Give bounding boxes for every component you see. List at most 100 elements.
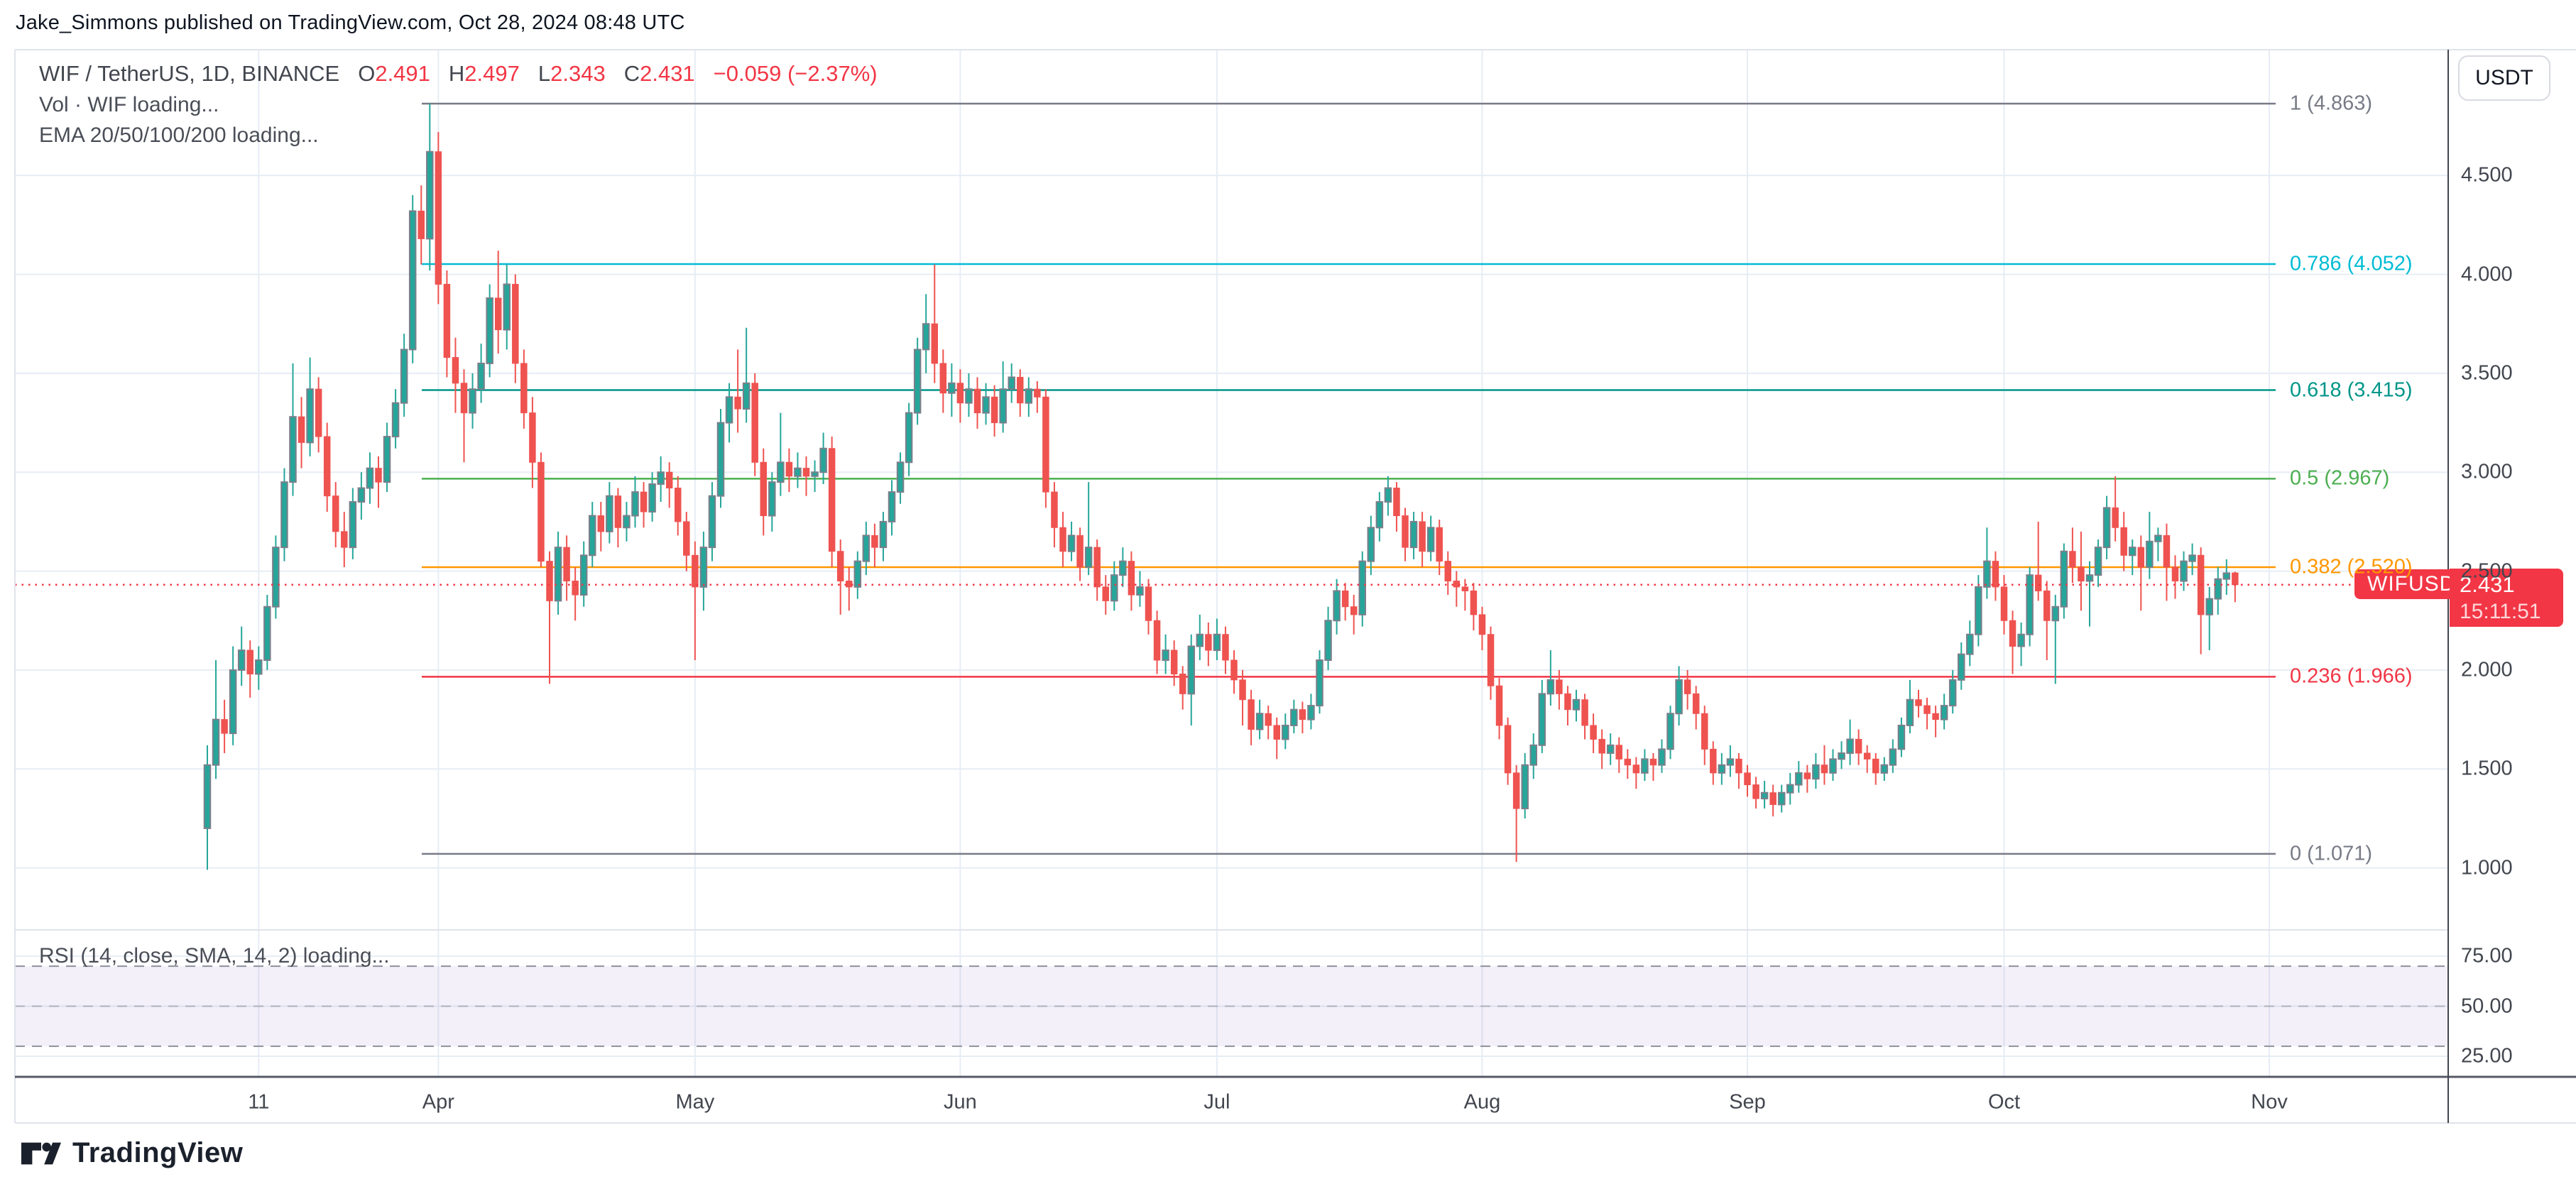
candle-body-down <box>1034 388 1041 398</box>
candle-body-up <box>725 396 733 424</box>
candle-body-down <box>417 210 425 239</box>
candle-body-up <box>1777 791 1786 806</box>
candle-body-down <box>1590 725 1597 740</box>
candle-body-down <box>323 436 331 497</box>
fib-level-label: 0.382 (2.520) <box>2290 555 2413 579</box>
candle-body-down <box>315 388 322 437</box>
legend-symbol-row[interactable]: WIF / TetherUS, 1D, BINANCE O2.491 H2.49… <box>39 61 878 87</box>
candle-body-down <box>1350 606 1358 615</box>
candle-body-up <box>469 388 476 414</box>
symbol-title[interactable]: WIF / TetherUS, 1D, BINANCE <box>39 61 340 86</box>
candle-body-up <box>2222 572 2231 580</box>
candle-body-up <box>391 402 400 438</box>
candle-body-down <box>452 357 459 384</box>
candle-body-up <box>1025 388 1033 404</box>
candle-body-down <box>2163 535 2171 568</box>
candle-body-up <box>1426 527 1435 552</box>
last-price-axis-tag[interactable]: 2.431 15:11:51 <box>2450 569 2563 627</box>
candle-body-down <box>246 650 253 674</box>
candle-body-up <box>2060 550 2068 608</box>
candle-body-up <box>237 650 246 671</box>
candle-body-down <box>1821 765 1828 774</box>
candle-body-down <box>1701 713 1708 750</box>
candle-body-down <box>341 531 348 548</box>
candle-body-up <box>1136 586 1144 596</box>
ohlc-high: H2.497 <box>448 61 520 86</box>
candle-body-down <box>529 412 536 463</box>
candle-body-up <box>657 471 665 485</box>
candle-body-up <box>768 481 776 517</box>
candle-body-up <box>2051 606 2060 622</box>
candle-body-down <box>2137 547 2145 568</box>
candle-body-up <box>1521 764 1529 810</box>
price-tick-label: 3.500 <box>2461 361 2513 385</box>
candle-body-down <box>435 151 442 285</box>
candle-body-down <box>1093 547 1101 588</box>
candle-body-up <box>426 150 434 240</box>
candle-body-down <box>298 416 305 443</box>
candle-body-down <box>1299 709 1306 720</box>
candle-body-up <box>212 718 220 766</box>
candle-body-up <box>1367 527 1375 562</box>
candle-body-up <box>1975 586 1982 635</box>
candle-body-up <box>349 501 357 549</box>
candle-body-up <box>2205 598 2213 615</box>
candle-body-up <box>1812 764 1820 780</box>
candle-body-down <box>2069 551 2076 568</box>
candle-body-up <box>554 547 562 602</box>
candle-body-down <box>931 323 938 364</box>
candle-body-down <box>1710 748 1717 774</box>
candle-body-down <box>1598 738 1605 754</box>
time-axis-label: Nov <box>2251 1090 2288 1114</box>
candle-body-down <box>1932 713 1939 720</box>
candle-body-up <box>383 436 391 483</box>
candle-body-up <box>1889 748 1897 766</box>
candle-body-down <box>1051 491 1058 528</box>
candle-body-up <box>2188 554 2196 562</box>
tradingview-attribution[interactable]: TradingView <box>21 1137 243 1169</box>
candle-body-down <box>2120 527 2127 556</box>
candle-body-up <box>1529 744 1537 766</box>
candle-body-up <box>1187 645 1195 695</box>
candle-body-down <box>572 581 579 596</box>
candle-body-down <box>1504 725 1512 774</box>
candle-body-down <box>1915 699 1922 706</box>
candle-body-down <box>1273 725 1280 740</box>
candle-body-down <box>1470 590 1478 615</box>
bar-countdown: 15:11:51 <box>2460 600 2541 623</box>
candle-body-up <box>2180 560 2188 582</box>
candle-body-down <box>1495 685 1503 726</box>
candle-body-down <box>1128 561 1135 596</box>
candle-body-up <box>1358 560 1366 615</box>
candle-body-up <box>1008 376 1015 390</box>
currency-unit-button[interactable]: USDT <box>2458 55 2550 101</box>
volume-indicator-label[interactable]: Vol · WIF loading... <box>39 93 219 116</box>
candle-body-up <box>913 349 922 414</box>
ohlc-close: C2.431 <box>623 61 695 86</box>
candle-body-down <box>836 551 844 582</box>
fib-level-label: 0 (1.071) <box>2290 842 2373 865</box>
price-tick-label: 3.000 <box>2461 460 2513 483</box>
candle-body-up <box>366 467 374 489</box>
candle-body-down <box>1624 758 1632 766</box>
candle-body-up <box>2154 535 2162 542</box>
ema-indicator-label[interactable]: EMA 20/50/100/200 loading... <box>39 124 319 147</box>
rsi-tick-label: 50.00 <box>2461 995 2513 1017</box>
candle-body-down <box>1017 376 1024 404</box>
price-tick-label: 1.500 <box>2461 757 2513 780</box>
time-axis-label: Oct <box>1987 1090 2021 1114</box>
candle-body-up <box>811 471 819 477</box>
rsi-indicator-label[interactable]: RSI (14, close, SMA, 14, 2) loading... <box>39 944 390 968</box>
candle-body-up <box>1546 679 1555 695</box>
candle-body-down <box>520 363 528 414</box>
candle-body-down <box>692 554 699 588</box>
candle-body-down <box>494 297 502 331</box>
candle-body-up <box>263 606 271 661</box>
candle-body-down <box>614 495 622 528</box>
candle-body-down <box>1564 693 1571 711</box>
candle-body-down <box>1769 792 1777 805</box>
candle-body-down <box>871 535 878 548</box>
price-tick-label: 4.500 <box>2461 163 2513 187</box>
tradingview-logo-icon <box>21 1142 61 1164</box>
